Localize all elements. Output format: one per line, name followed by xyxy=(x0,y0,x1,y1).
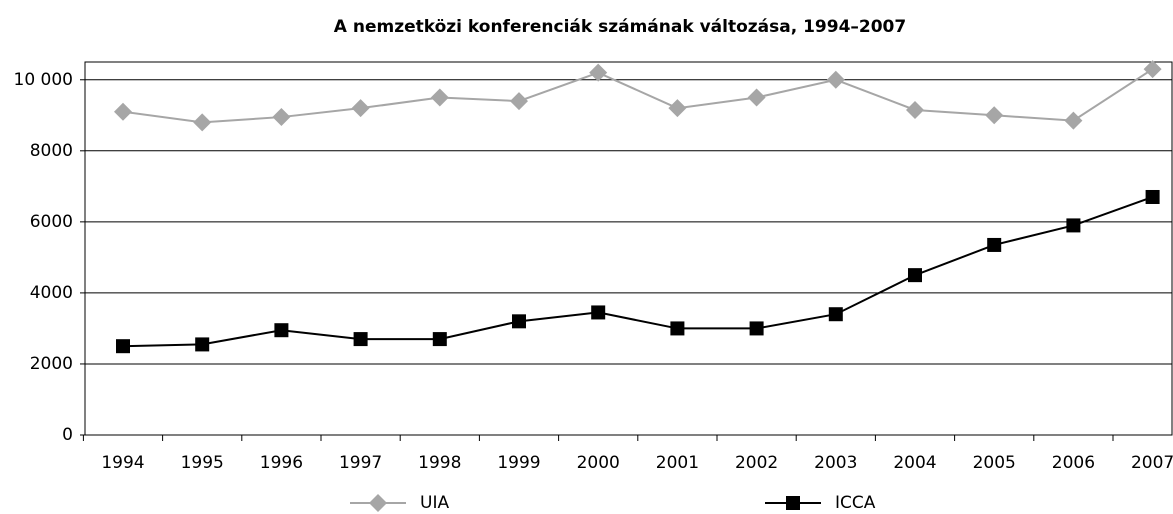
legend-label: ICCA xyxy=(835,493,876,513)
data-point xyxy=(906,100,924,119)
data-point xyxy=(749,321,764,336)
data-point xyxy=(828,307,843,322)
data-point xyxy=(193,113,212,132)
data-point xyxy=(430,88,449,107)
x-tick-label: 2001 xyxy=(656,453,699,473)
x-tick-label: 2007 xyxy=(1131,453,1173,473)
x-tick-label: 1998 xyxy=(418,453,461,473)
data-point xyxy=(353,332,368,347)
x-tick-label: 1996 xyxy=(260,453,303,473)
data-point xyxy=(985,106,1004,125)
data-point xyxy=(116,339,130,354)
data-point xyxy=(1143,60,1162,79)
x-tick-label: 1994 xyxy=(101,453,144,473)
data-point xyxy=(432,332,447,347)
data-point xyxy=(510,92,528,111)
data-point xyxy=(274,323,289,338)
data-point xyxy=(512,314,526,329)
data-point xyxy=(668,99,687,118)
data-point xyxy=(1145,189,1160,204)
y-tick-label: 6000 xyxy=(30,212,73,232)
legend-label: UIA xyxy=(420,493,449,513)
x-tick-label: 2004 xyxy=(893,453,936,473)
x-tick-label: 2006 xyxy=(1052,453,1095,473)
y-tick-label: 0 xyxy=(62,425,73,445)
chart-title: A nemzetközi konferenciák számának válto… xyxy=(334,17,906,37)
plot-frame xyxy=(84,61,1173,436)
x-tick-label: 1997 xyxy=(339,453,382,473)
data-point xyxy=(1066,218,1081,233)
data-point xyxy=(272,108,291,127)
data-point xyxy=(826,70,845,89)
x-tick-label: 2002 xyxy=(735,453,778,473)
data-point xyxy=(908,268,922,283)
y-tick-label: 8000 xyxy=(30,141,73,161)
data-point xyxy=(589,63,608,82)
data-point xyxy=(195,337,210,352)
legend-marker xyxy=(786,496,800,510)
x-tick-label: 2003 xyxy=(814,453,857,473)
series-line xyxy=(122,68,1154,124)
y-tick-label: 4000 xyxy=(30,283,73,303)
data-point xyxy=(670,321,685,336)
y-tick-label: 2000 xyxy=(30,354,73,374)
data-point xyxy=(1064,111,1083,130)
series-line xyxy=(122,196,1153,348)
x-tick-label: 2000 xyxy=(577,453,620,473)
x-tick-label: 2005 xyxy=(973,453,1016,473)
data-point xyxy=(987,237,1002,252)
y-tick-label: 10 000 xyxy=(14,70,73,90)
x-tick-label: 1999 xyxy=(497,453,540,473)
legend-marker xyxy=(369,494,387,512)
data-point xyxy=(591,305,606,320)
data-point xyxy=(351,99,370,118)
data-point xyxy=(114,102,132,121)
data-point xyxy=(747,88,766,107)
x-tick-label: 1995 xyxy=(181,453,224,473)
